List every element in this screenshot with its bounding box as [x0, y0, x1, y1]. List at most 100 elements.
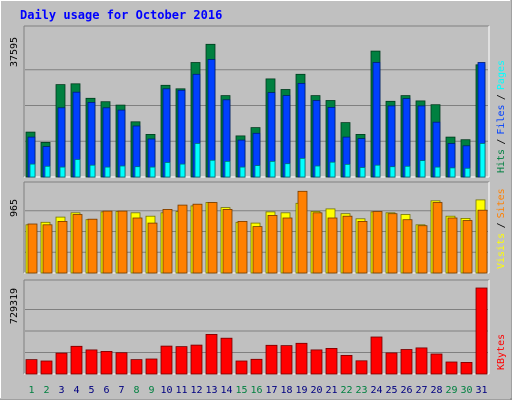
bar-pages-day-4: [74, 159, 81, 178]
bar-files-day-13: [207, 59, 216, 178]
bar-pages-day-23: [359, 167, 366, 178]
legend-separator: /: [496, 139, 507, 145]
bar-sites-day-22: [342, 215, 353, 274]
bar-kbytes-day-2: [40, 360, 53, 375]
bar-pages-day-12: [194, 143, 201, 178]
bar-sites-day-31: [477, 209, 488, 274]
bar-kbytes-day-22: [340, 354, 353, 375]
chart-panels: 37595 Hits / Files / Pages 965 Visits / Sites 7293…: [9, 25, 507, 375]
bar-sites-day-18: [282, 217, 293, 274]
bar-kbytes-day-16: [250, 358, 263, 375]
x-tick-label-day-25: 25: [385, 385, 397, 396]
x-tick-label-day-27: 27: [415, 385, 427, 396]
panel-visits: 965 Visits / Sites: [9, 181, 507, 274]
bar-sites-day-23: [357, 220, 368, 274]
bar-sites-day-1: [27, 223, 38, 274]
x-tick-label-day-20: 20: [310, 385, 322, 396]
panel-hits: 37595 Hits / Files / Pages: [9, 25, 507, 178]
bar-kbytes-day-21: [325, 347, 338, 375]
bar-pages-day-31: [479, 143, 486, 178]
bar-files-day-24: [372, 62, 381, 178]
legend-files: Files: [496, 104, 507, 134]
x-tick-label-day-16: 16: [250, 385, 262, 396]
bar-kbytes-day-15: [235, 360, 248, 375]
bar-sites-day-28: [432, 202, 443, 274]
x-tick-label-day-19: 19: [295, 385, 307, 396]
bar-sites-day-7: [117, 210, 128, 274]
bar-pages-day-20: [314, 165, 321, 178]
legend-sites: Sites: [496, 188, 507, 218]
legend-visits: Visits: [496, 233, 507, 269]
bar-pages-day-11: [179, 163, 186, 178]
bar-kbytes-day-24: [370, 336, 383, 375]
bar-kbytes-day-12: [190, 344, 203, 375]
bar-kbytes-day-9: [145, 358, 158, 375]
bar-pages-day-26: [404, 165, 411, 178]
series-kbytes: [25, 287, 488, 375]
bar-pages-day-2: [44, 165, 51, 178]
bar-sites-day-10: [162, 208, 173, 274]
legend-separator: /: [496, 94, 507, 100]
x-axis-labels: 1 2 3 4 5 6 7 8 9 10 11 12 13 14 15 16 17 18 19 20 21 22 23 24 2…: [28, 385, 487, 396]
bar-sites-day-13: [207, 202, 218, 274]
bar-pages-day-29: [449, 167, 456, 178]
bar-sites-day-14: [222, 208, 233, 274]
panel-kbytes: 729319 KBytes: [9, 279, 507, 375]
bar-sites-day-21: [327, 217, 338, 274]
bar-kbytes-day-29: [445, 361, 458, 375]
x-tick-label-day-7: 7: [118, 385, 124, 396]
x-tick-label-day-22: 22: [340, 385, 352, 396]
x-tick-label-day-30: 30: [460, 385, 472, 396]
bar-kbytes-day-13: [205, 333, 218, 375]
bar-pages-day-5: [89, 164, 96, 178]
bar-pages-day-19: [299, 157, 306, 178]
bar-kbytes-day-20: [310, 349, 323, 375]
bar-pages-day-10: [164, 162, 171, 178]
bar-files-day-26: [402, 98, 411, 178]
bar-kbytes-day-8: [130, 359, 143, 375]
bar-kbytes-day-10: [160, 345, 173, 375]
panel-kbytes-ymax-label: 729319: [9, 288, 20, 324]
legend-hits: Hits: [496, 149, 507, 173]
bar-pages-day-27: [419, 160, 426, 178]
x-tick-label-day-18: 18: [280, 385, 292, 396]
bar-pages-day-17: [269, 160, 276, 178]
bar-kbytes-day-25: [385, 352, 398, 375]
x-tick-label-day-9: 9: [148, 385, 154, 396]
bar-sites-day-8: [132, 217, 143, 274]
panel-visits-ymax-label: 965: [9, 199, 20, 217]
bar-files-day-20: [312, 100, 321, 178]
bar-kbytes-day-14: [220, 337, 233, 375]
x-tick-label-day-15: 15: [235, 385, 247, 396]
bar-sites-day-6: [102, 210, 113, 274]
x-tick-label-day-10: 10: [160, 385, 172, 396]
x-tick-label-day-12: 12: [190, 385, 202, 396]
bar-pages-day-28: [434, 166, 441, 178]
bar-sites-day-19: [297, 190, 308, 274]
bar-sites-day-11: [177, 204, 188, 274]
bar-pages-day-15: [239, 166, 246, 178]
bar-pages-day-21: [329, 161, 336, 178]
bar-sites-day-9: [147, 222, 158, 274]
bar-files-day-3: [57, 107, 66, 178]
bar-sites-day-5: [87, 218, 98, 274]
bar-kbytes-day-17: [265, 344, 278, 375]
bar-sites-day-29: [447, 217, 458, 274]
bar-sites-day-25: [387, 213, 398, 274]
bar-pages-day-1: [29, 163, 36, 178]
bar-pages-day-30: [464, 167, 471, 178]
bar-pages-day-25: [389, 166, 396, 178]
bar-sites-day-27: [417, 225, 428, 274]
bar-files-day-6: [102, 107, 111, 178]
legend-separator: /: [496, 222, 507, 228]
bar-sites-day-2: [42, 224, 53, 274]
x-tick-label-day-2: 2: [43, 385, 49, 396]
bar-kbytes-day-1: [25, 359, 38, 375]
bar-kbytes-day-11: [175, 346, 188, 375]
bar-pages-day-13: [209, 159, 216, 178]
bar-pages-day-24: [374, 164, 381, 178]
bar-kbytes-day-23: [355, 360, 368, 375]
x-tick-label-day-23: 23: [355, 385, 367, 396]
bar-pages-day-7: [119, 165, 126, 178]
bar-kbytes-day-27: [415, 347, 428, 375]
